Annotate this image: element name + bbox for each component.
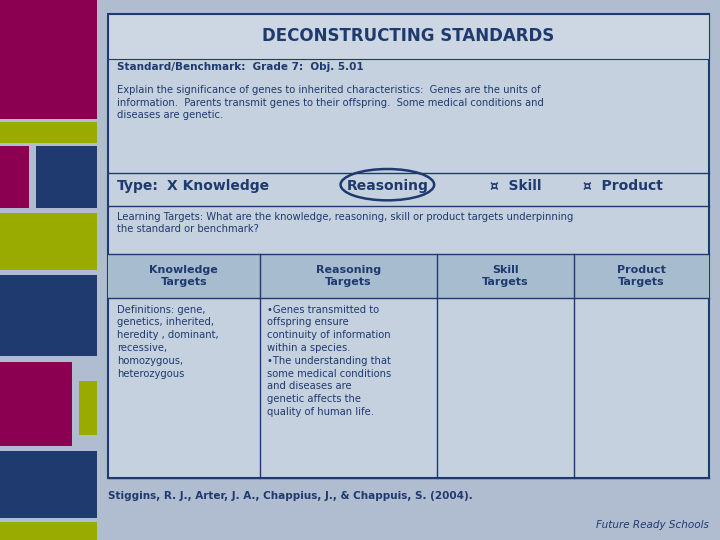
FancyBboxPatch shape <box>36 146 97 208</box>
Text: ¤  Product: ¤ Product <box>583 179 663 193</box>
Text: Future Ready Schools: Future Ready Schools <box>596 520 709 530</box>
Text: Product
Targets: Product Targets <box>617 265 666 287</box>
FancyBboxPatch shape <box>0 122 97 143</box>
Text: Reasoning: Reasoning <box>346 179 428 193</box>
FancyBboxPatch shape <box>79 381 97 435</box>
FancyBboxPatch shape <box>0 275 97 356</box>
Text: Skill
Targets: Skill Targets <box>482 265 528 287</box>
FancyBboxPatch shape <box>0 146 29 208</box>
FancyBboxPatch shape <box>108 14 709 478</box>
Text: •Genes transmitted to
offspring ensure
continuity of information
within a specie: •Genes transmitted to offspring ensure c… <box>266 305 391 417</box>
FancyBboxPatch shape <box>0 362 72 446</box>
FancyBboxPatch shape <box>108 14 709 59</box>
Text: Explain the significance of genes to inherited characteristics:  Genes are the u: Explain the significance of genes to inh… <box>117 85 544 120</box>
FancyBboxPatch shape <box>0 213 97 270</box>
Text: Type:: Type: <box>117 179 158 193</box>
Text: DECONSTRUCTING STANDARDS: DECONSTRUCTING STANDARDS <box>263 28 554 45</box>
Text: Learning Targets: What are the knowledge, reasoning, skill or product targets un: Learning Targets: What are the knowledge… <box>117 212 573 234</box>
Text: ¤  Skill: ¤ Skill <box>490 179 541 193</box>
FancyBboxPatch shape <box>0 522 97 540</box>
Text: Stiggins, R. J., Arter, J. A., Chappius, J., & Chappuis, S. (2004).: Stiggins, R. J., Arter, J. A., Chappius,… <box>108 491 473 502</box>
FancyBboxPatch shape <box>0 451 97 518</box>
FancyBboxPatch shape <box>0 0 97 119</box>
FancyBboxPatch shape <box>108 254 709 298</box>
Text: X Knowledge: X Knowledge <box>167 179 269 193</box>
Text: Reasoning
Targets: Reasoning Targets <box>315 265 381 287</box>
Text: Knowledge
Targets: Knowledge Targets <box>149 265 218 287</box>
Text: Standard/Benchmark:  Grade 7:  Obj. 5.01: Standard/Benchmark: Grade 7: Obj. 5.01 <box>117 62 364 72</box>
Text: Definitions: gene,
genetics, inherited,
heredity , dominant,
recessive,
homozygo: Definitions: gene, genetics, inherited, … <box>117 305 218 379</box>
